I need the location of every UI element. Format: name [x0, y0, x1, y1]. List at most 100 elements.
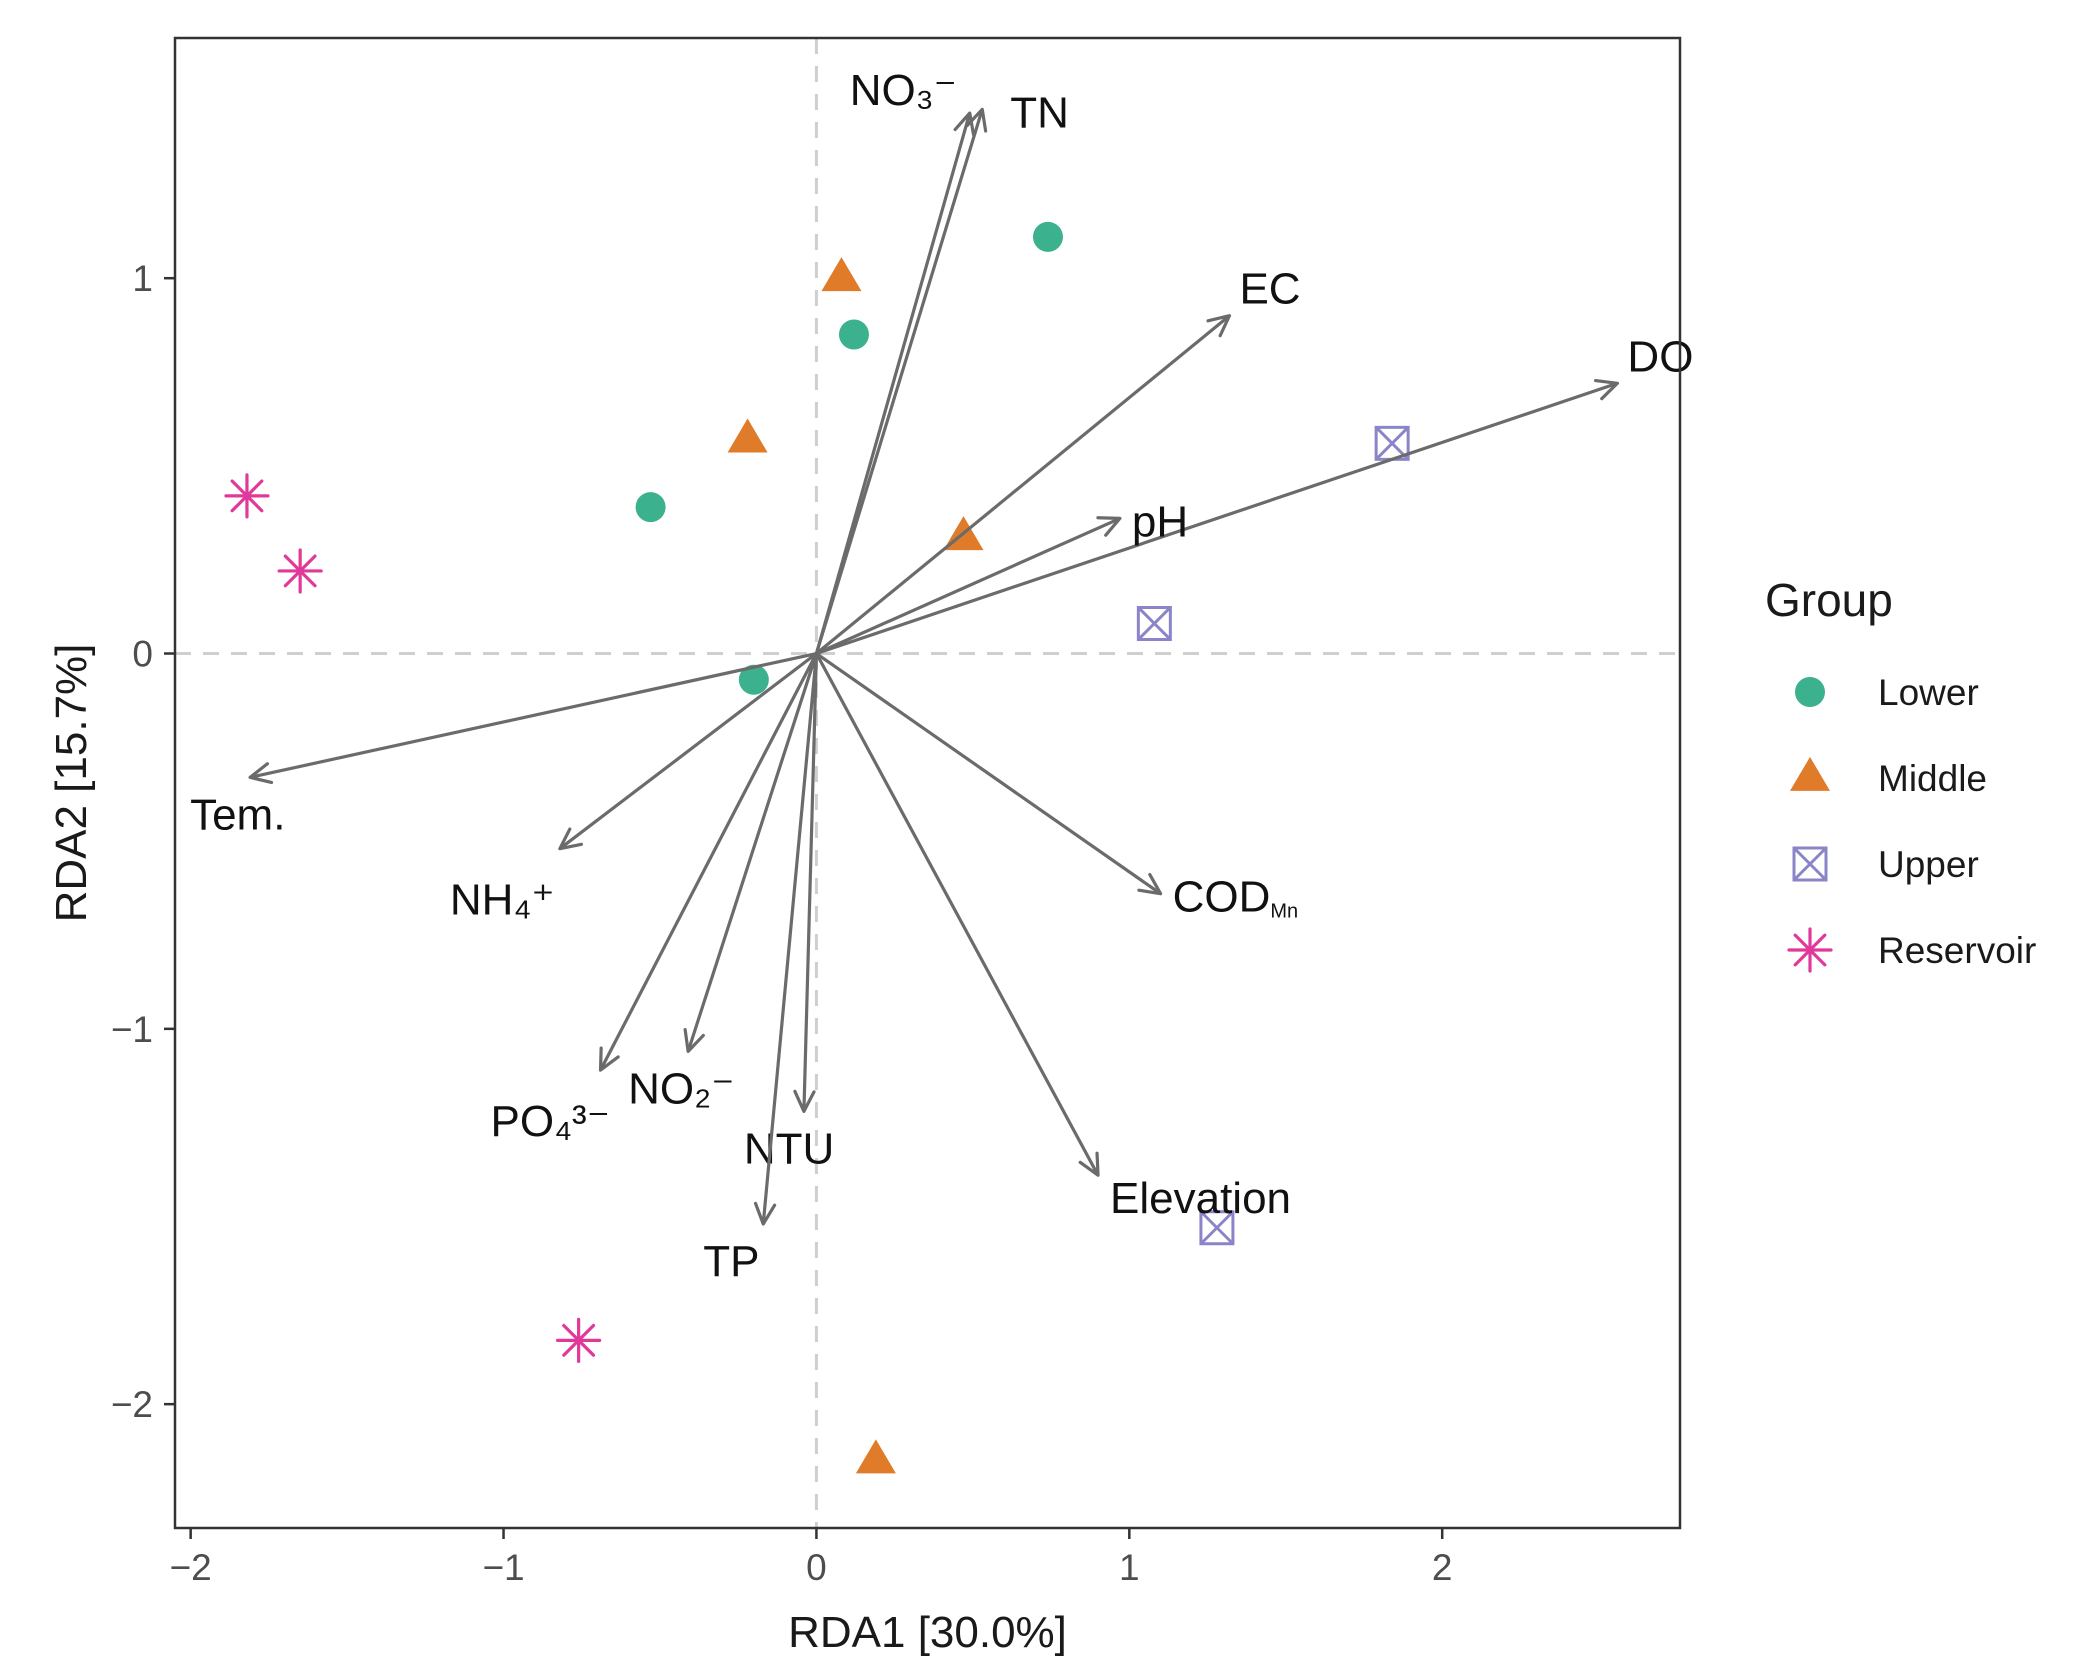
- vector-line: [686, 653, 818, 1052]
- vector-label-subscript: Mn: [1270, 901, 1298, 923]
- marker-triangle: [821, 257, 862, 292]
- marker-box: [1792, 846, 1828, 882]
- vector-arrowhead: [953, 111, 976, 137]
- data-point-reservoir: [277, 548, 323, 594]
- vector-label-text: NO₃⁻: [850, 66, 957, 115]
- vector-line: [815, 381, 1618, 656]
- legend-key-upper: [1792, 846, 1828, 882]
- x-tick-label: −1: [482, 1547, 524, 1588]
- vector-label: EC: [1239, 265, 1300, 314]
- vector-arrowhead: [1096, 516, 1122, 537]
- vector-EC: EC: [815, 265, 1301, 655]
- vector-arrowhead: [248, 762, 274, 785]
- marker-box-diagonal: [1199, 1210, 1234, 1245]
- vector-label: NTU: [744, 1124, 834, 1173]
- vector-label: DO: [1627, 332, 1693, 381]
- y-tick-label: 1: [132, 258, 153, 299]
- vector-arrowhead: [965, 107, 988, 133]
- vector-NO₂⁻: NO₂⁻: [628, 653, 818, 1113]
- vector-line: [814, 108, 984, 654]
- vector-DO: DO: [815, 332, 1693, 656]
- marker-box: [1199, 1210, 1235, 1246]
- vector-label-text: NH₄⁺: [450, 876, 555, 925]
- vector-line: [814, 112, 972, 654]
- data-point-lower: [738, 664, 769, 695]
- y-tick-label: −2: [111, 1384, 153, 1425]
- legend-label-lower: Lower: [1878, 672, 1979, 713]
- vector-label-text: pH: [1132, 497, 1188, 546]
- vector-pH: pH: [815, 497, 1188, 655]
- panel-border: [173, 36, 1682, 1530]
- marker-circle: [738, 664, 769, 695]
- vector-line: [599, 652, 818, 1071]
- vector-label-text: DO: [1627, 332, 1693, 381]
- vector-TP: TP: [703, 653, 819, 1286]
- vector-label: PO₄³⁻: [491, 1097, 610, 1146]
- data-point-reservoir: [556, 1317, 602, 1363]
- vector-NH₄⁺: NH₄⁺: [450, 652, 818, 925]
- data-point-reservoir: [224, 473, 270, 519]
- marker-triangle: [727, 418, 768, 453]
- legend-key-middle: [1790, 756, 1830, 791]
- vector-arrowhead: [793, 1089, 816, 1114]
- marker-box-diagonal: [1792, 846, 1828, 882]
- data-point-lower: [635, 492, 666, 523]
- x-tick-label: 1: [1119, 1547, 1140, 1588]
- vector-arrowhead: [1078, 1151, 1100, 1177]
- marker-circle: [838, 319, 869, 350]
- marker-box: [1136, 605, 1172, 641]
- marker-asterisk-stroke: [1793, 933, 1827, 967]
- vector-label-text: NO₂⁻: [628, 1064, 734, 1113]
- vector-label-text: EC: [1239, 265, 1300, 314]
- marker-box-diagonal: [1375, 426, 1410, 461]
- legend: Group Lower Middle Upper Reservoir: [1765, 574, 2036, 973]
- vector-label: Tem.: [190, 790, 285, 839]
- data-point-middle: [855, 1439, 896, 1474]
- legend-label-middle: Middle: [1878, 758, 1987, 799]
- vector-label-text: COD: [1173, 873, 1271, 922]
- y-tick-label: 0: [132, 634, 153, 675]
- vector-Elevation: Elevation: [815, 652, 1291, 1223]
- vector-TN: TN: [814, 88, 1069, 654]
- legend-key-reservoir: [1787, 927, 1833, 973]
- vector-label-text: Elevation: [1110, 1174, 1291, 1223]
- marker-asterisk-stroke: [283, 554, 317, 588]
- legend-key-lower: [1795, 677, 1825, 707]
- legend-title: Group: [1765, 574, 1893, 626]
- vector-arrowhead: [558, 827, 584, 851]
- vector-label: TP: [703, 1237, 759, 1286]
- x-axis-title: RDA1 [30.0%]: [788, 1608, 1067, 1657]
- vector-label: NH₄⁺: [450, 876, 555, 925]
- vector-line: [815, 314, 1231, 655]
- marker-triangle: [1790, 756, 1830, 791]
- vector-label: NO₃⁻: [850, 66, 957, 115]
- axes: −2 −1 0 1 2 −2 −1 0 1 RDA1 [30.0%] RDA2 [15.7%]: [47, 36, 1682, 1657]
- x-tick-label: 0: [806, 1547, 827, 1588]
- vector-label-text: NTU: [744, 1124, 834, 1173]
- marker-circle: [635, 492, 666, 523]
- data-point-lower: [838, 319, 869, 350]
- vector-line: [761, 653, 819, 1225]
- marker-triangle: [855, 1439, 896, 1474]
- vector-label: CODMn: [1173, 873, 1299, 923]
- marker-asterisk-stroke: [230, 479, 264, 513]
- vector-arrowhead: [683, 1027, 705, 1053]
- data-point-lower: [1032, 221, 1063, 252]
- vector-COD: CODMn: [815, 652, 1299, 923]
- legend-label-reservoir: Reservoir: [1878, 930, 2036, 971]
- vector-label-text: Tem.: [190, 790, 285, 839]
- vector-PO₄³⁻: PO₄³⁻: [491, 652, 818, 1146]
- data-point-middle: [727, 418, 768, 453]
- vector-line: [815, 516, 1121, 655]
- marker-circle: [1795, 677, 1825, 707]
- vector-label-text: TN: [1010, 88, 1069, 137]
- marker-asterisk-stroke: [562, 1323, 596, 1357]
- vector-label: TN: [1010, 88, 1069, 137]
- data-point-upper: [1136, 605, 1172, 641]
- marker-circle: [1032, 221, 1063, 252]
- data-point-upper: [1199, 1210, 1235, 1246]
- x-tick-label: −2: [170, 1547, 212, 1588]
- vector-line: [558, 652, 818, 850]
